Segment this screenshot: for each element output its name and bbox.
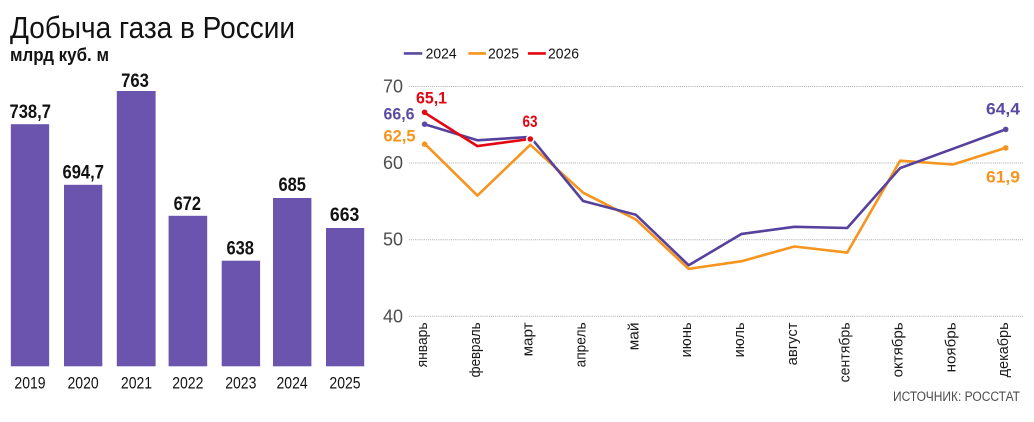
svg-text:66,6: 66,6 [384,105,415,123]
svg-text:2019: 2019 [14,374,45,393]
svg-text:763: 763 [121,70,149,92]
svg-text:февраль: февраль [467,322,484,377]
svg-text:декабрь: декабрь [995,322,1012,377]
svg-text:март: март [520,322,537,356]
svg-text:638: 638 [226,238,254,260]
svg-text:октябрь: октябрь [890,322,907,377]
svg-text:2022: 2022 [172,374,203,393]
svg-text:65,1: 65,1 [416,89,447,107]
svg-text:2025: 2025 [329,374,360,393]
svg-text:50: 50 [383,230,403,250]
svg-text:2023: 2023 [225,374,256,393]
svg-text:ноябрь: ноябрь [942,322,959,372]
svg-text:2024: 2024 [277,374,308,393]
svg-text:738,7: 738,7 [10,101,51,123]
svg-text:июнь: июнь [678,322,695,357]
svg-text:663: 663 [330,204,360,226]
svg-text:май: май [625,322,642,350]
svg-text:64,4: 64,4 [986,101,1021,119]
svg-text:август: август [784,322,801,365]
svg-text:ИСТОЧНИК: РОССТАТ: ИСТОЧНИК: РОССТАТ [893,389,1020,404]
svg-text:40: 40 [383,306,403,326]
svg-text:63: 63 [523,113,538,131]
svg-text:60: 60 [383,153,403,173]
svg-text:Добыча газа в России: Добыча газа в России [10,10,295,45]
svg-text:2020: 2020 [68,374,99,393]
svg-text:672: 672 [174,193,201,215]
svg-text:млрд куб. м: млрд куб. м [10,45,109,65]
svg-text:2021: 2021 [121,374,152,393]
svg-text:685: 685 [278,174,306,196]
svg-text:61,9: 61,9 [986,168,1020,186]
svg-text:2026: 2026 [548,46,579,63]
svg-text:2025: 2025 [488,46,519,63]
svg-text:62,5: 62,5 [384,127,416,145]
svg-text:694,7: 694,7 [63,162,104,184]
svg-text:июль: июль [731,322,748,357]
svg-text:апрель: апрель [573,322,590,367]
svg-text:сентябрь: сентябрь [837,322,854,382]
svg-text:70: 70 [383,77,403,97]
svg-text:2024: 2024 [426,46,457,63]
svg-text:январь: январь [414,322,431,367]
